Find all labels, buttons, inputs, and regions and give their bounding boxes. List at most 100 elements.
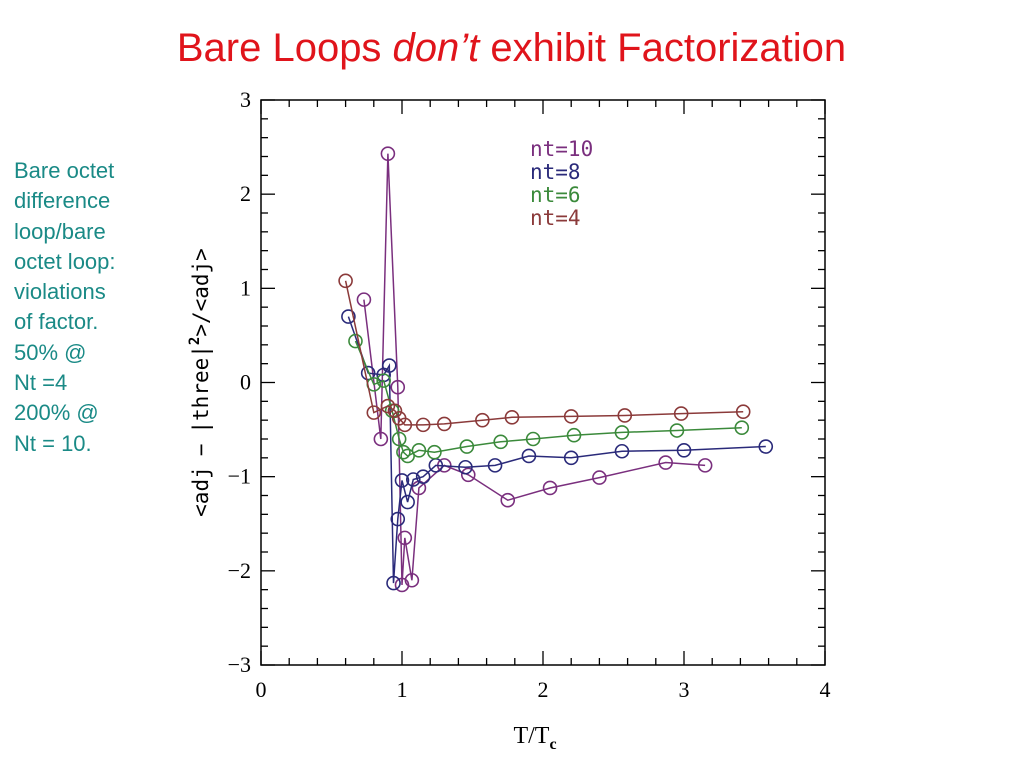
data-point bbox=[373, 431, 389, 447]
data-point bbox=[396, 444, 411, 460]
slide-title: Bare Loops don’t exhibit Factorization bbox=[0, 22, 1023, 74]
data-point bbox=[360, 365, 376, 381]
data-point bbox=[504, 410, 520, 425]
y-axis-label-part: 2 bbox=[187, 337, 203, 345]
y-tick-label: −1 bbox=[228, 464, 251, 489]
data-point bbox=[735, 404, 751, 419]
data-point bbox=[380, 146, 396, 161]
data-point bbox=[669, 423, 685, 438]
data-point bbox=[400, 448, 415, 464]
title-emphasis: don’t bbox=[392, 26, 480, 70]
side-note-line: 200% @ bbox=[14, 400, 99, 426]
data-point bbox=[366, 405, 382, 420]
y-axis-label-part: − bbox=[189, 444, 213, 457]
y-axis-label-part: >/<adj> bbox=[189, 248, 213, 337]
side-note-line: loop/bare bbox=[14, 218, 106, 244]
data-point bbox=[415, 469, 431, 484]
data-point bbox=[348, 333, 363, 349]
side-note-line: Nt =4 bbox=[14, 370, 68, 396]
legend-entry: nt=4 bbox=[530, 206, 581, 230]
side-note-line: Nt = 10. bbox=[14, 430, 92, 456]
data-point bbox=[676, 442, 692, 458]
data-point bbox=[404, 572, 420, 588]
data-point bbox=[542, 480, 558, 496]
data-point bbox=[614, 443, 630, 459]
data-point bbox=[566, 427, 582, 443]
data-point bbox=[387, 403, 403, 419]
data-point bbox=[563, 409, 579, 424]
data-point bbox=[390, 379, 406, 395]
data-point bbox=[521, 448, 537, 464]
series-nt-6 bbox=[348, 333, 750, 464]
title-part-3: exhibit Factorization bbox=[479, 26, 847, 70]
y-tick-label: 2 bbox=[240, 181, 251, 206]
series-line bbox=[354, 340, 742, 457]
series-line bbox=[347, 316, 766, 584]
data-point bbox=[525, 431, 541, 447]
y-tick-label: 0 bbox=[240, 370, 251, 395]
side-note-line: octet loop: bbox=[14, 248, 116, 274]
line-chart: 0 1 2 3 4−3−2−10123T/Tc<adj−|three|2>/<adj>n… bbox=[187, 87, 831, 753]
data-point bbox=[400, 494, 415, 510]
data-point bbox=[427, 444, 442, 460]
x-tick-label: 4 bbox=[820, 677, 831, 702]
data-point bbox=[376, 373, 391, 388]
data-point bbox=[460, 467, 476, 483]
data-point bbox=[341, 309, 356, 324]
x-axis-label-subscript: c bbox=[549, 736, 556, 753]
data-point bbox=[386, 575, 401, 591]
data-point bbox=[758, 439, 774, 454]
data-point bbox=[405, 472, 421, 487]
data-point bbox=[563, 450, 579, 466]
side-note: Bare octet difference loop/bare octet loop:… bbox=[14, 156, 174, 459]
data-point bbox=[356, 292, 372, 307]
data-point bbox=[734, 420, 750, 436]
legend-entry: nt=8 bbox=[530, 160, 581, 184]
axis-ticks bbox=[260, 99, 826, 666]
y-tick-label: −3 bbox=[228, 652, 251, 677]
side-note-line: difference bbox=[14, 188, 111, 214]
y-tick-label: 1 bbox=[240, 275, 251, 300]
data-point bbox=[391, 431, 407, 447]
series-line bbox=[363, 153, 706, 586]
data-point bbox=[592, 470, 607, 485]
data-point bbox=[390, 511, 406, 527]
data-point bbox=[493, 434, 509, 450]
side-note-line: of factor. bbox=[14, 309, 99, 335]
data-point bbox=[673, 406, 689, 421]
series-line bbox=[344, 280, 744, 426]
side-note-line: Bare octet bbox=[14, 158, 115, 183]
x-tick-label: 2 bbox=[538, 677, 549, 702]
data-point bbox=[394, 473, 410, 488]
y-axis-label-part: <adj bbox=[189, 466, 213, 517]
series-nt-8 bbox=[341, 309, 774, 591]
legend-entry: nt=6 bbox=[530, 183, 581, 207]
data-point bbox=[614, 425, 630, 440]
x-tick-label: 0 bbox=[256, 677, 267, 702]
data-point bbox=[415, 417, 431, 433]
data-point bbox=[617, 408, 633, 423]
x-axis-label: T/Tc bbox=[513, 723, 556, 753]
y-axis-label-part: |three| bbox=[189, 345, 214, 434]
side-note-line: 50% @ bbox=[14, 339, 87, 365]
series-nt-10 bbox=[356, 146, 713, 593]
y-axis-label: <adj − |three|2>/<adj> bbox=[187, 248, 214, 517]
data-point bbox=[658, 455, 673, 470]
legend-entry: nt=10 bbox=[530, 137, 593, 161]
data-point bbox=[458, 459, 473, 475]
data-point bbox=[459, 439, 475, 454]
series-nt-4 bbox=[338, 273, 751, 433]
data-point bbox=[382, 358, 397, 373]
data-point bbox=[475, 412, 490, 428]
x-tick-label: 3 bbox=[679, 677, 690, 702]
data-point bbox=[338, 273, 353, 289]
data-point bbox=[436, 416, 452, 432]
data-point bbox=[411, 442, 427, 458]
side-note-line: violations bbox=[14, 279, 106, 305]
data-point bbox=[397, 530, 413, 546]
y-tick-label: 3 bbox=[240, 87, 251, 112]
x-tick-label: 1 bbox=[397, 677, 408, 702]
y-tick-label: −2 bbox=[228, 558, 251, 583]
data-point bbox=[697, 458, 713, 473]
